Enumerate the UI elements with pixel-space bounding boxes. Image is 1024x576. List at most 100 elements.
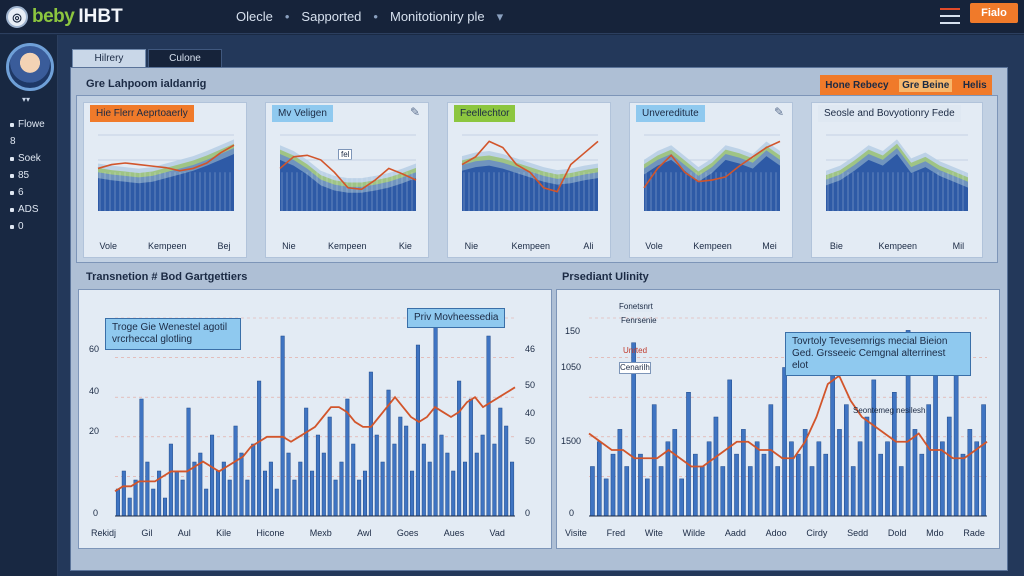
bar: [919, 453, 925, 517]
bar: [186, 407, 191, 517]
y-tick-right: 40: [525, 408, 536, 418]
logo-text-b: IHBT: [78, 6, 123, 27]
predicted-utility-panel[interactable]: Fonetsnrt Fenrsenie Unrted Cenarilh Seon…: [556, 289, 1000, 549]
y-tick-right: 50: [525, 380, 536, 390]
sidebar-item-5[interactable]: 6: [10, 187, 45, 198]
sidebar-item-1[interactable]: Flowe: [10, 119, 45, 130]
section-3-title: Prsediant Ulinity: [562, 271, 649, 283]
mini-chart-2-plot: [279, 134, 417, 211]
bar: [268, 461, 273, 517]
bar: [445, 452, 450, 517]
note-2: Fenrsenie: [621, 316, 657, 325]
bar: [775, 466, 781, 517]
mini-chart-4-plot: [643, 134, 781, 211]
mini-chart-axis: Bie Kempeen Mil: [829, 241, 965, 251]
mini-chart-5[interactable]: Seosle and Bovyotionry Fede Bie Kempeen Mi…: [811, 102, 983, 258]
bullet-icon: [10, 190, 14, 195]
mini-chart-3[interactable]: Feellechtor Nie Kempeen Ali: [447, 102, 611, 258]
chevron-down-icon[interactable]: ▾▾: [22, 95, 31, 104]
bar: [357, 479, 362, 517]
nav-dropdown-icon[interactable]: ▾: [496, 9, 504, 24]
x-axis-labels: Visite Fred Wite Wilde Aadd Adoo Cirdy Sedd Dold…: [565, 528, 985, 538]
bar: [339, 461, 344, 517]
bar: [706, 441, 712, 517]
bar: [823, 453, 829, 517]
tab-2[interactable]: Culone: [148, 49, 222, 68]
bar: [981, 404, 986, 517]
bar: [610, 453, 616, 517]
bar: [380, 461, 385, 517]
chart-callout-1: Troge Gie Wenestel agotil vrcrheccal glo…: [105, 318, 241, 350]
sidebar-item-4[interactable]: 85: [10, 170, 45, 181]
menu-icon[interactable]: [940, 8, 960, 24]
mini-chart-4[interactable]: Unvereditute ✎ Vole Kempeen Mei: [629, 102, 793, 258]
bar: [392, 443, 397, 517]
bar: [374, 434, 379, 517]
bar: [885, 441, 890, 517]
avatar[interactable]: [6, 43, 54, 91]
sidebar-menu: Flowe 8 Soek 85 6 ADS 0: [10, 119, 45, 232]
sidebar-item-2[interactable]: 8: [10, 136, 45, 147]
sidebar-item-3[interactable]: Soek: [10, 153, 45, 164]
bar: [638, 453, 643, 517]
mini-chart-label: Unvereditute: [636, 105, 705, 122]
sidebar: ▾▾ Flowe 8 Soek 85 6 ADS 0: [0, 35, 58, 576]
bar: [967, 429, 973, 517]
mini-chart-axis: Nie Kempeen Kie: [282, 241, 412, 251]
tab-1[interactable]: Hilrery: [72, 49, 146, 68]
bar: [940, 441, 945, 517]
callout-line: vrcrheccal glotling: [112, 334, 193, 345]
y-tick-right: 46: [525, 344, 536, 354]
bar: [333, 479, 338, 517]
bar: [410, 470, 415, 517]
sidebar-item-6[interactable]: ADS: [10, 204, 45, 215]
transaction-chart-plot: [114, 317, 516, 517]
top-action-button[interactable]: Fialo: [970, 3, 1018, 23]
bar: [127, 497, 132, 517]
action-tag-2: Helis: [962, 79, 987, 91]
nav-item-1[interactable]: Olecle: [236, 9, 273, 24]
main-area: Hilrery Culone Gre Lahpoom ialdanrig Hon…: [58, 35, 1024, 576]
top-nav: Olecle • Sapported • Monitotioniry ple ▾: [236, 9, 503, 25]
mini-chart-label: Mv Veligen: [272, 105, 333, 122]
bar: [974, 441, 980, 517]
bar: [315, 434, 320, 517]
bullet-icon: [10, 122, 14, 127]
bar: [257, 380, 262, 517]
mini-charts-row: Hie Flerr Aeprtoaerly Vole Kempeen Bej Mv …: [76, 95, 998, 263]
trend-line: [279, 154, 417, 191]
top-bar: ◎ beby IHBT Olecle • Sapported • Monitot…: [0, 0, 1024, 34]
y-tick: 1500: [561, 436, 582, 446]
nav-item-3[interactable]: Monitotioniry ple: [389, 9, 485, 24]
bar: [174, 470, 179, 517]
bar: [486, 335, 491, 517]
transaction-chart-panel[interactable]: Troge Gie Wenestel agotil vrcrheccal glo…: [78, 289, 552, 549]
nav-item-2[interactable]: Sapported: [301, 9, 362, 24]
y-tick: 40: [89, 386, 100, 396]
bar: [933, 367, 938, 517]
bar: [679, 478, 684, 517]
nav-separator: •: [284, 9, 290, 24]
nav-separator: •: [373, 9, 378, 24]
bar: [362, 470, 368, 517]
bar: [321, 452, 326, 517]
note-4: Cenarilh: [619, 362, 651, 374]
bar: [292, 479, 297, 517]
bar: [658, 466, 664, 517]
bar: [816, 441, 822, 517]
bar: [850, 466, 856, 517]
sidebar-item-label: Soek: [18, 153, 41, 164]
section-1-action-button[interactable]: Hone Rebecy Gre Beine Helis: [820, 75, 992, 95]
mini-chart-2[interactable]: Mv Veligen ✎ fel Nie Kempeen Kie: [265, 102, 429, 258]
sidebar-item-7[interactable]: 0: [10, 221, 45, 232]
bar: [492, 443, 497, 517]
note-1: Fonetsnrt: [619, 302, 653, 312]
bar: [427, 461, 432, 517]
bar: [699, 466, 705, 517]
app-logo[interactable]: ◎ beby IHBT: [6, 6, 123, 28]
bar: [747, 466, 753, 517]
bar: [115, 488, 120, 517]
mini-chart-3-plot: [461, 134, 599, 211]
mini-chart-1[interactable]: Hie Flerr Aeprtoaerly Vole Kempeen Bej: [83, 102, 247, 258]
bar: [510, 461, 515, 517]
